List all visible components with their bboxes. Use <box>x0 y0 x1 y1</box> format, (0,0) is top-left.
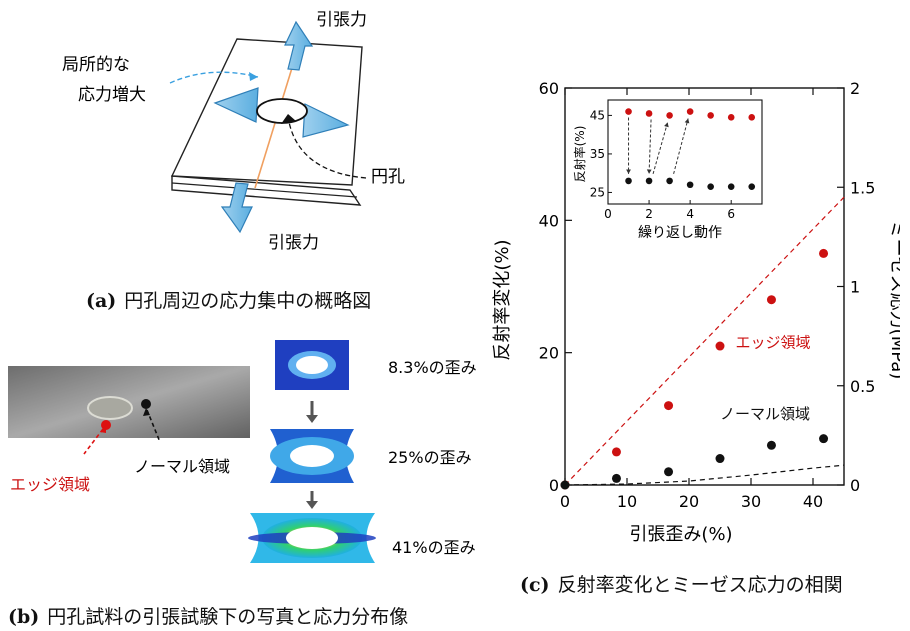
inset-series-0-point-5 <box>727 114 735 121</box>
caption-a-text: 円孔周辺の応力集中の概略図 <box>124 290 372 312</box>
inset-plot-frame <box>607 99 763 205</box>
stress-annotation-pointer <box>169 71 259 84</box>
inset-x-tick-label-2: 4 <box>686 207 694 221</box>
inset-series-1-point-5 <box>727 183 735 190</box>
hole-pointer <box>288 121 367 179</box>
y2-tick-label-4: 2 <box>850 79 860 98</box>
stress-annotation-line2: 応力増大 <box>78 85 146 105</box>
series-1-point-3 <box>715 454 725 464</box>
cycle-arrowhead-1 <box>664 122 669 128</box>
inset-xlabel: 繰り返し動作 <box>638 225 722 241</box>
main-ylabel: 反射率変化(%) <box>492 239 513 360</box>
series-0-point-3 <box>715 341 725 351</box>
caption-c-prefix: (c) <box>520 574 550 596</box>
caption-b: (b) 円孔試料の引張試験下の写真と応力分布像 <box>8 602 408 629</box>
series-1-point-1 <box>611 473 621 483</box>
inset-series-0-point-0 <box>625 108 632 115</box>
inset-series-1-point-2 <box>666 177 673 185</box>
stress-annotation-line1: 局所的な <box>62 55 130 75</box>
stress-line-edge <box>564 196 845 486</box>
normal-region-label: ノーマル領域 <box>134 457 230 476</box>
inset-series-1-point-1 <box>645 177 653 185</box>
edge-region-label: エッジ領域 <box>10 475 90 494</box>
y2-tick-label-2: 1 <box>850 278 860 297</box>
inset-y-tick-label-2: 45 <box>590 108 605 122</box>
bottom-tension-label: 引張力 <box>268 233 319 253</box>
y-tick-label-0: 0 <box>549 476 559 495</box>
series-0-point-5 <box>819 248 829 258</box>
left-stress-triangle <box>213 87 259 123</box>
caption-a: (a) 円孔周辺の応力集中の概略図 <box>86 286 371 313</box>
cycling-inset-chart: 反射率(%) 繰り返し動作 0 2 4 6 25 35 45 <box>572 99 763 241</box>
y2-tick-label-3: 1.5 <box>850 178 875 197</box>
right-stress-triangle <box>302 103 350 138</box>
y-tick-label-1: 20 <box>539 344 559 363</box>
cycle-arrowhead-2 <box>646 169 652 174</box>
x-tick-label-4: 40 <box>803 492 823 511</box>
inset-series-1-point-0 <box>625 177 632 185</box>
cycle-arrow-2 <box>648 119 652 174</box>
top-tension-arrow <box>284 20 314 71</box>
inset-series-0-point-2 <box>666 112 673 119</box>
inset-y-tick-label-0: 25 <box>590 185 605 199</box>
caption-c: (c) 反射率変化とミーゼス応力の相関 <box>520 570 843 597</box>
series-0-point-1 <box>611 447 621 457</box>
panel-a-diagram: 引張力 引張力 局所的な 応力増大 円孔 <box>62 10 405 253</box>
series-1-point-0 <box>560 480 570 490</box>
inset-x-tick-label-3: 6 <box>727 207 735 221</box>
y-tick-label-3: 60 <box>539 79 559 98</box>
edge-series-label: エッジ領域 <box>736 333 811 351</box>
inset-series-1-point-3 <box>686 181 694 189</box>
x-tick-label-2: 20 <box>679 492 699 511</box>
y2-tick-label-1: 0.5 <box>850 377 875 396</box>
x-tick-label-0: 0 <box>560 492 570 511</box>
series-0-point-2 <box>664 401 674 411</box>
x-tick-label-1: 10 <box>617 492 637 511</box>
reflectance-stress-chart: 反射率変化(%) ミーゼス応力(MPa) 引張歪み(%) 0 10 20 30 4002… <box>492 79 900 545</box>
hole-icon <box>256 98 308 124</box>
y-tick-label-2: 40 <box>539 211 559 230</box>
inset-series-0-point-1 <box>645 110 653 117</box>
caption-a-prefix: (a) <box>86 290 117 312</box>
cycle-arrowhead-0 <box>626 169 631 174</box>
normal-series-label: ノーマル領域 <box>720 405 810 423</box>
top-tension-label: 引張力 <box>316 10 367 30</box>
cycle-arrow-1 <box>652 122 669 175</box>
panel-b-stress-maps: 8.3%の歪み 25%の歪み 41%の歪み <box>248 340 477 563</box>
main-xlabel: 引張歪み(%) <box>629 524 732 545</box>
main-y2label: ミーゼス応力(MPa) <box>887 221 900 380</box>
y2-tick-label-0: 0 <box>850 476 860 495</box>
inset-series-0-point-3 <box>686 108 694 115</box>
stress-line-normal <box>564 464 845 486</box>
hole-label: 円孔 <box>371 167 405 187</box>
caption-b-prefix: (b) <box>8 606 40 628</box>
inset-series-1-point-4 <box>707 183 714 190</box>
inset-y-tick-label-1: 35 <box>590 147 605 161</box>
photo-hole <box>87 396 133 420</box>
cycle-arrowhead-3 <box>684 118 690 124</box>
inset-series-0-point-6 <box>748 114 756 121</box>
series-1-point-4 <box>766 440 776 450</box>
inset-ylabel: 反射率(%) <box>572 126 587 183</box>
strain-label-41: 41%の歪み <box>392 538 476 557</box>
inset-x-tick-label-1: 2 <box>645 207 653 221</box>
inset-x-tick-label-0: 0 <box>604 207 612 221</box>
strain-label-25: 25%の歪み <box>388 448 472 467</box>
inset-series-0-point-4 <box>707 112 714 119</box>
caption-c-text: 反射率変化とミーゼス応力の相関 <box>557 574 843 596</box>
panel-b-photo: エッジ領域 ノーマル領域 <box>8 366 250 494</box>
caption-b-text: 円孔試料の引張試験下の写真と応力分布像 <box>47 606 409 628</box>
bottom-tension-arrow <box>220 182 253 234</box>
normal-region-marker <box>141 399 151 409</box>
series-1-point-2 <box>664 467 674 477</box>
cycle-arrow-3 <box>673 118 689 175</box>
series-1-point-5 <box>819 434 829 444</box>
strain-label-8: 8.3%の歪み <box>388 358 477 377</box>
series-0-point-4 <box>766 295 776 305</box>
inset-series-1-point-6 <box>748 183 756 190</box>
x-tick-label-3: 30 <box>741 492 761 511</box>
